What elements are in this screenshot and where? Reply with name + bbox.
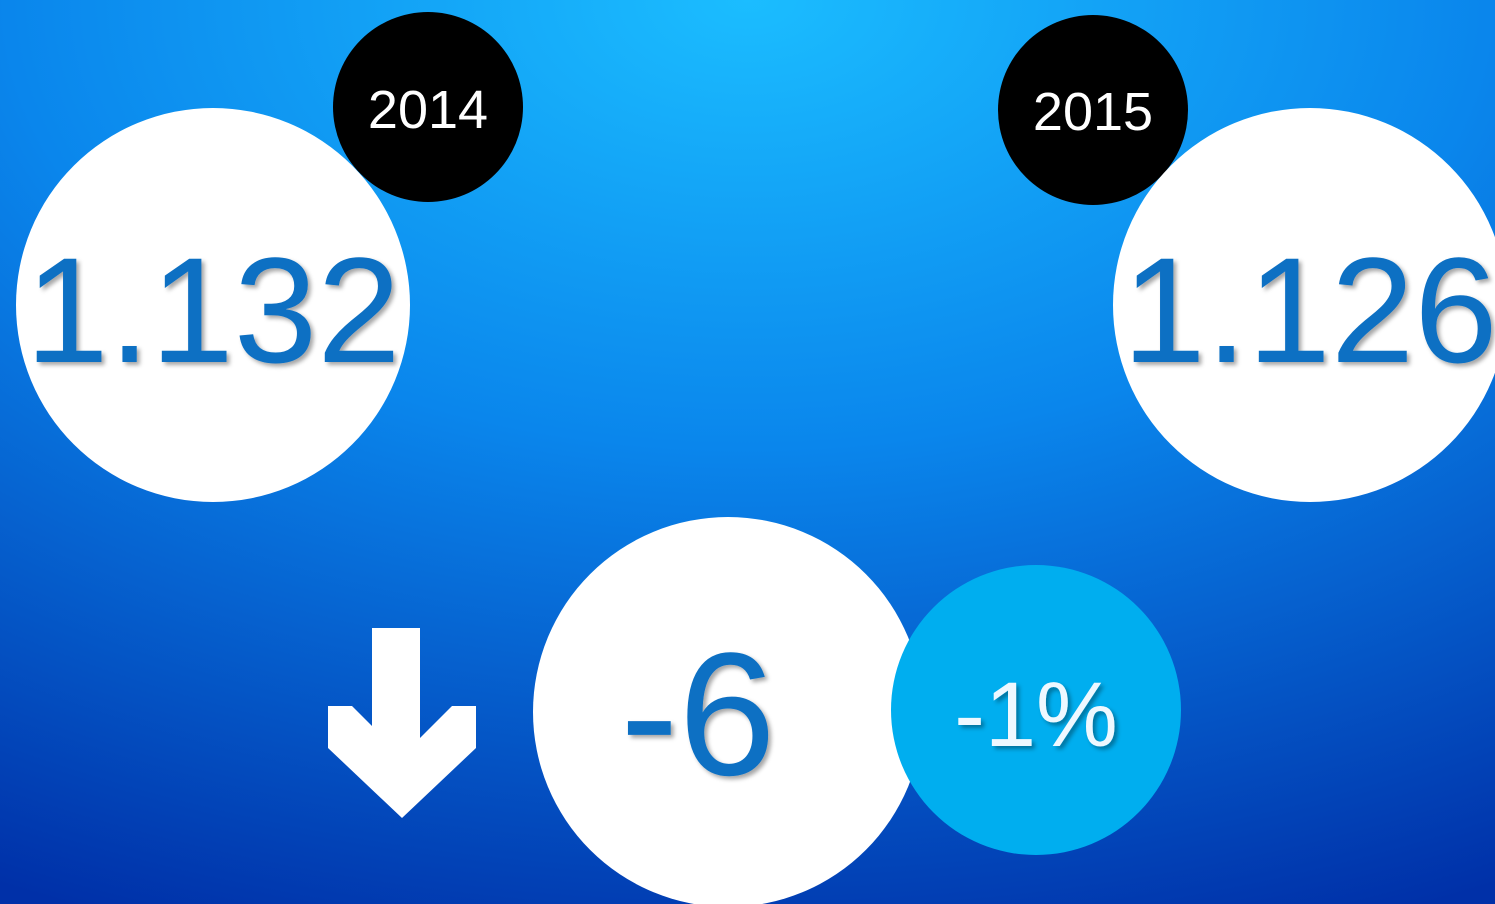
percent-circle <box>891 565 1181 855</box>
value-circle <box>1113 108 1495 502</box>
year-label: 2015 <box>1033 82 1153 142</box>
change-label: -6 <box>620 618 776 813</box>
year-label: 2014 <box>368 80 488 140</box>
value-label: 1.132 <box>25 226 400 394</box>
year-badge <box>333 12 523 202</box>
change-circle <box>533 517 923 904</box>
value-label: 1.126 <box>1122 226 1495 394</box>
down-arrow <box>328 628 476 818</box>
value-circle <box>16 108 410 502</box>
year-badge <box>998 15 1188 205</box>
percent-label: -1% <box>954 664 1118 766</box>
